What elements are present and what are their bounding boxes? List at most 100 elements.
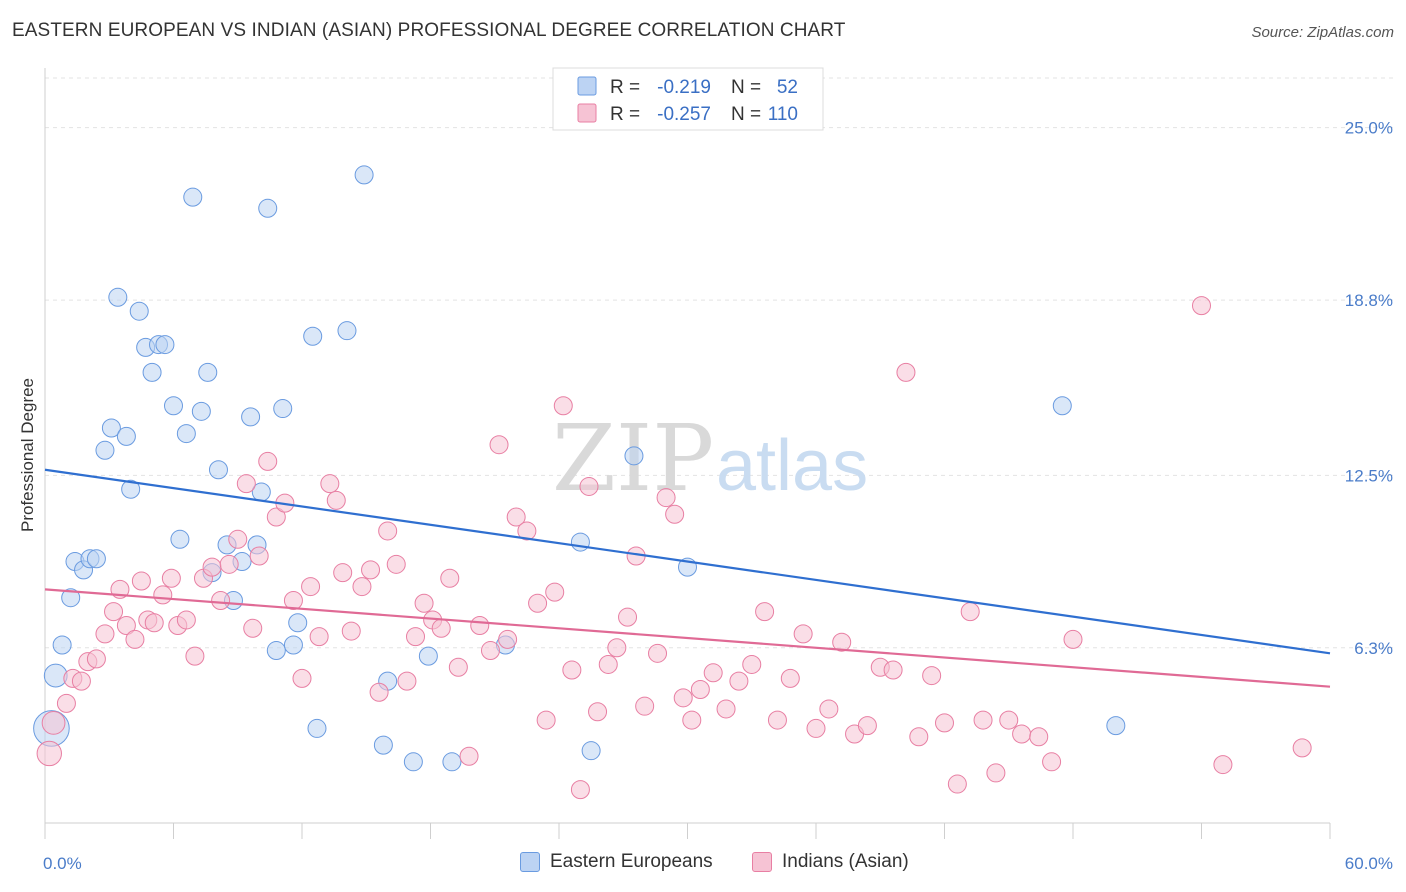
point-eastern-europeans — [191, 401, 211, 421]
point-indians-asian — [440, 568, 460, 588]
point-indians-asian — [703, 663, 723, 683]
point-indians-asian — [1213, 755, 1233, 775]
watermark: ZIP atlas — [552, 405, 868, 512]
point-eastern-europeans — [303, 326, 323, 346]
point-indians-asian — [947, 774, 967, 794]
point-indians-asian — [41, 710, 66, 735]
point-eastern-europeans — [176, 424, 196, 444]
point-indians-asian — [562, 660, 582, 680]
point-eastern-europeans — [241, 407, 261, 427]
legend-n-label: N = — [731, 77, 761, 98]
point-indians-asian — [986, 763, 1006, 783]
legend-n-label: N = — [731, 104, 761, 125]
point-indians-asian — [153, 585, 173, 605]
point-indians-asian — [536, 710, 556, 730]
point-indians-asian — [579, 476, 599, 496]
point-indians-asian — [528, 593, 548, 613]
point-eastern-europeans — [116, 426, 136, 446]
point-indians-asian — [1029, 727, 1049, 747]
point-indians-asian — [755, 602, 775, 622]
legend-item-indians-asian: Indians (Asian) — [752, 851, 909, 873]
point-eastern-europeans — [624, 446, 644, 466]
point-eastern-europeans — [183, 187, 203, 207]
legend-label-indians-asian: Indians (Asian) — [782, 851, 909, 872]
point-indians-asian — [414, 593, 434, 613]
point-indians-asian — [635, 696, 655, 716]
point-indians-asian — [320, 474, 340, 494]
trend-line-eastern-europeans — [44, 468, 1331, 655]
point-indians-asian — [228, 529, 248, 549]
legend-r-value: -0.219 — [657, 77, 711, 98]
legend-swatch — [577, 76, 597, 96]
point-indians-asian — [406, 627, 426, 647]
point-eastern-europeans — [418, 646, 438, 666]
point-indians-asian — [665, 504, 685, 524]
point-indians-asian — [86, 649, 106, 669]
point-eastern-europeans — [403, 752, 423, 772]
point-indians-asian — [780, 668, 800, 688]
point-indians-asian — [352, 577, 372, 597]
legend-r-value: -0.257 — [657, 104, 711, 125]
tick-labels: 6.3% 12.5% 18.8% 25.0% 0.0% 60.0% — [43, 119, 1393, 873]
point-indians-asian — [71, 671, 91, 691]
legend-swatch-indians-asian — [752, 852, 772, 872]
point-indians-asian — [570, 780, 590, 800]
point-indians-asian — [95, 624, 115, 644]
trend-lines — [44, 468, 1331, 688]
point-indians-asian — [292, 668, 312, 688]
point-indians-asian — [480, 641, 500, 661]
point-indians-asian — [185, 646, 205, 666]
point-indians-asian — [656, 488, 676, 508]
legend-n-value: 52 — [777, 77, 798, 98]
point-indians-asian — [673, 688, 693, 708]
point-indians-asian — [1192, 296, 1211, 316]
point-indians-asian — [607, 638, 627, 658]
watermark-atlas: atlas — [716, 426, 868, 506]
point-indians-asian — [448, 657, 468, 677]
point-eastern-europeans — [101, 418, 121, 438]
point-indians-asian — [309, 627, 329, 647]
point-eastern-europeans — [570, 532, 590, 552]
point-indians-asian — [386, 554, 406, 574]
bottom-legend: Eastern Europeans Indians (Asian) — [0, 851, 1406, 879]
point-indians-asian — [459, 746, 479, 766]
legend-r-label: R = — [610, 77, 640, 98]
legend: R = -0.219 N = 52 R = -0.257 N = 110 — [552, 67, 824, 131]
point-indians-asian — [1292, 738, 1312, 758]
point-eastern-europeans — [266, 641, 286, 661]
source-note: Source: ZipAtlas.com — [1251, 24, 1394, 41]
point-eastern-europeans — [288, 613, 308, 633]
point-indians-asian — [104, 602, 124, 622]
point-indians-asian — [767, 710, 787, 730]
point-indians-asian — [1063, 629, 1083, 649]
point-eastern-europeans — [121, 479, 141, 499]
point-indians-asian — [999, 710, 1019, 730]
point-indians-asian — [369, 682, 389, 702]
point-indians-asian — [506, 507, 526, 527]
point-indians-asian — [729, 671, 749, 691]
point-eastern-europeans — [258, 198, 278, 218]
point-indians-asian — [793, 624, 813, 644]
point-eastern-europeans — [155, 335, 175, 355]
y-tick-label: 6.3% — [1354, 639, 1393, 658]
trend-line-indians-asian — [44, 588, 1331, 688]
point-eastern-europeans — [208, 460, 228, 480]
point-indians-asian — [176, 610, 196, 630]
point-indians-asian — [333, 563, 353, 583]
point-indians-asian — [236, 474, 256, 494]
point-indians-asian — [258, 451, 278, 471]
point-eastern-europeans — [354, 165, 374, 185]
point-indians-asian — [498, 629, 518, 649]
point-eastern-europeans — [164, 396, 183, 416]
point-indians-asian — [806, 718, 826, 738]
point-indians-asian — [489, 435, 509, 455]
point-indians-asian — [922, 666, 942, 686]
point-indians-asian — [716, 699, 736, 719]
point-indians-asian — [211, 590, 231, 610]
y-tick-label: 18.8% — [1345, 291, 1393, 310]
legend-n-value: 110 — [768, 104, 798, 125]
point-indians-asian — [648, 643, 668, 663]
point-indians-asian — [56, 693, 76, 713]
x-tick-label-max: 60.0% — [1345, 854, 1393, 873]
